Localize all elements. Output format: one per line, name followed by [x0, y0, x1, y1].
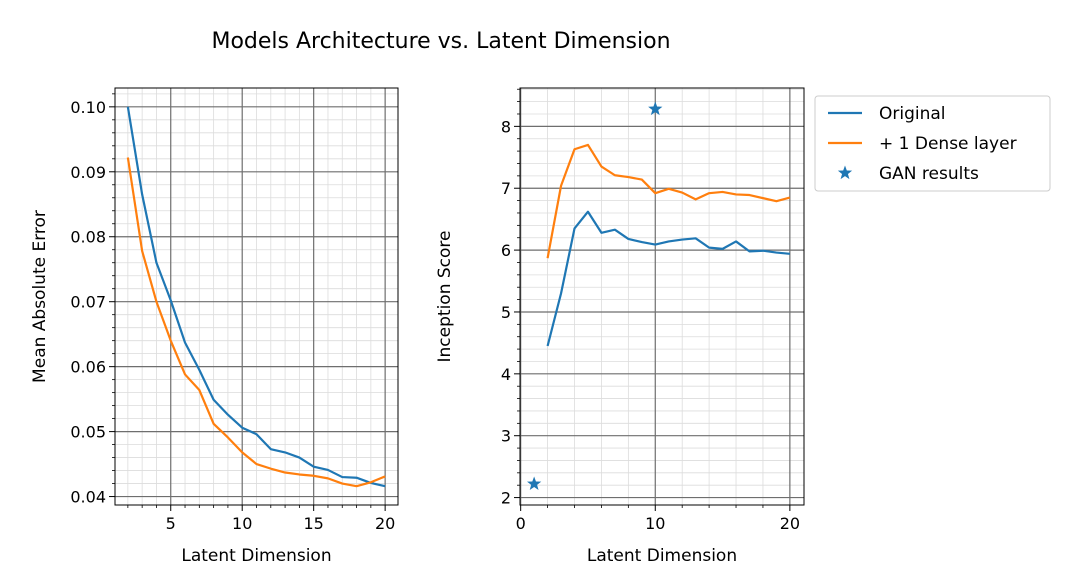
y-tick-label: 0.04 [70, 488, 106, 507]
x-tick-label: 0 [516, 514, 526, 533]
y-tick-label: 0.07 [70, 293, 106, 312]
figure-title: Models Architecture vs. Latent Dimension [211, 29, 670, 54]
gan-result-star-marker [648, 101, 663, 116]
gan-result-star-marker [527, 476, 542, 491]
y-tick-label: 2 [501, 489, 511, 508]
y-tick-label: 7 [501, 179, 511, 198]
axes-frame [114, 87, 399, 506]
x-tick-label: 10 [232, 514, 252, 533]
y-axis-label: Inception Score [435, 231, 455, 363]
x-axis-label: Latent Dimension [587, 546, 737, 566]
y-tick-label: 6 [501, 241, 511, 260]
x-tick-label: 5 [166, 514, 176, 533]
mae-series-dense-line [126, 157, 386, 488]
y-tick-label: 4 [501, 365, 511, 384]
y-tick-label: 0.05 [70, 423, 106, 442]
y-tick-label: 8 [501, 117, 511, 136]
legend-label: GAN results [879, 164, 979, 184]
mae-series-original-line [126, 106, 386, 488]
inception-chart: 0 10 20 2 3 4 5 6 7 8 Latent Dimension Inception Sc… [435, 87, 805, 566]
x-tick-label: 20 [780, 514, 800, 533]
axes-frame [519, 87, 805, 506]
y-tick-label: 0.09 [70, 163, 106, 182]
x-tick-label: 20 [375, 514, 395, 533]
legend-label: + 1 Dense layer [879, 134, 1017, 154]
y-tick-label: 0.06 [70, 358, 106, 377]
is-series-original-line [546, 210, 790, 347]
x-tick-label: 10 [645, 514, 665, 533]
x-tick-label: 15 [303, 514, 323, 533]
legend: Original + 1 Dense layer GAN results [814, 95, 1051, 192]
y-tick-label: 0.08 [70, 228, 106, 247]
legend-label: Original [879, 104, 946, 124]
x-axis-label: Latent Dimension [181, 546, 331, 566]
y-axis-label: Mean Absolute Error [30, 210, 50, 383]
y-tick-label: 0.10 [70, 98, 106, 117]
y-tick-label: 3 [501, 427, 511, 446]
y-tick-label: 5 [501, 303, 511, 322]
legend-box [814, 95, 1051, 192]
is-series-dense-line [546, 143, 791, 259]
mae-chart: 5 10 15 20 0.04 0.05 0.06 0.07 0.08 0.09 0.10 Laten… [30, 87, 399, 566]
legend-star-marker [837, 165, 853, 180]
